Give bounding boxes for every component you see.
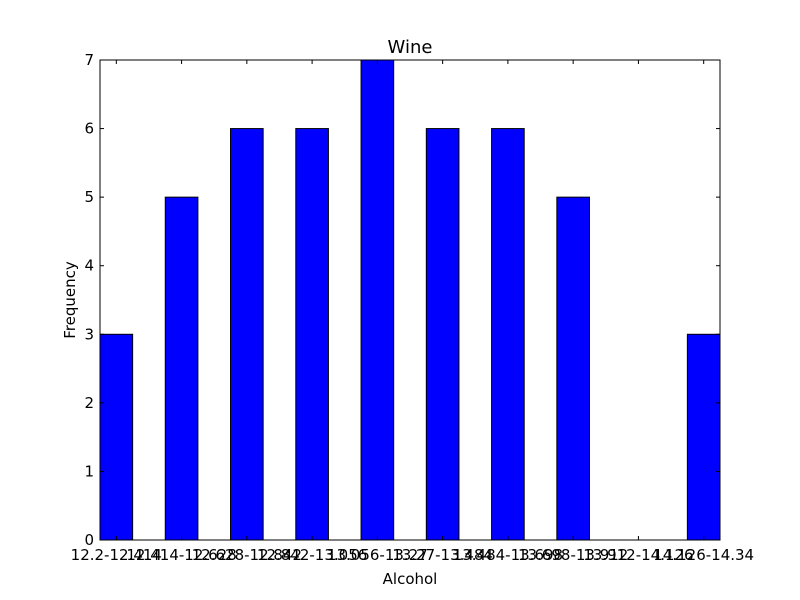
chart-title: Wine xyxy=(388,37,433,58)
x-tick-label-1: 12.414-12.628 xyxy=(126,546,236,564)
y-tick-label-5: 5 xyxy=(84,188,94,206)
bar-3 xyxy=(295,128,329,541)
plot-frame xyxy=(99,59,721,541)
y-tick-label-4: 4 xyxy=(84,257,94,275)
bar-0 xyxy=(99,333,134,541)
x-tick-label-5: 13.27-13.484 xyxy=(392,546,493,564)
y-axis-label: Frequency xyxy=(61,261,79,339)
x-tick-label-9: 14.126-14.34 xyxy=(653,546,754,564)
bar-5 xyxy=(425,128,460,541)
bars-group xyxy=(99,59,721,541)
bar-6 xyxy=(491,128,525,541)
bar-1 xyxy=(164,196,199,541)
y-tick-label-2: 2 xyxy=(84,394,94,412)
x-tick-label-7: 13.698-13.912 xyxy=(518,546,628,564)
y-axis-ticks: 0 1 2 3 4 5 6 7 xyxy=(84,51,720,549)
y-tick-label-7: 7 xyxy=(84,51,94,69)
x-tick-label-8: 13.912-14.126 xyxy=(583,546,693,564)
bar-9 xyxy=(686,333,721,541)
x-tick-label-4: 13.056-13.27 xyxy=(327,546,428,564)
x-tick-label-6: 13.484-13.698 xyxy=(453,546,563,564)
x-tick-label-0: 12.2-12.414 xyxy=(71,546,162,564)
x-axis-label: Alcohol xyxy=(383,570,438,588)
y-tick-label-3: 3 xyxy=(84,325,94,343)
bar-4 xyxy=(360,59,395,541)
y-tick-label-1: 1 xyxy=(84,462,94,480)
bar-7 xyxy=(556,196,590,541)
x-axis-ticks: 12.2-12.41412.414-12.62812.628-12.84212.… xyxy=(71,60,754,564)
y-tick-label-0: 0 xyxy=(84,531,94,549)
y-tick-label-6: 6 xyxy=(84,120,94,138)
x-tick-label-2: 12.628-12.842 xyxy=(192,546,302,564)
x-tick-label-3: 12.842-13.056 xyxy=(257,546,367,564)
bar-2 xyxy=(230,128,264,541)
